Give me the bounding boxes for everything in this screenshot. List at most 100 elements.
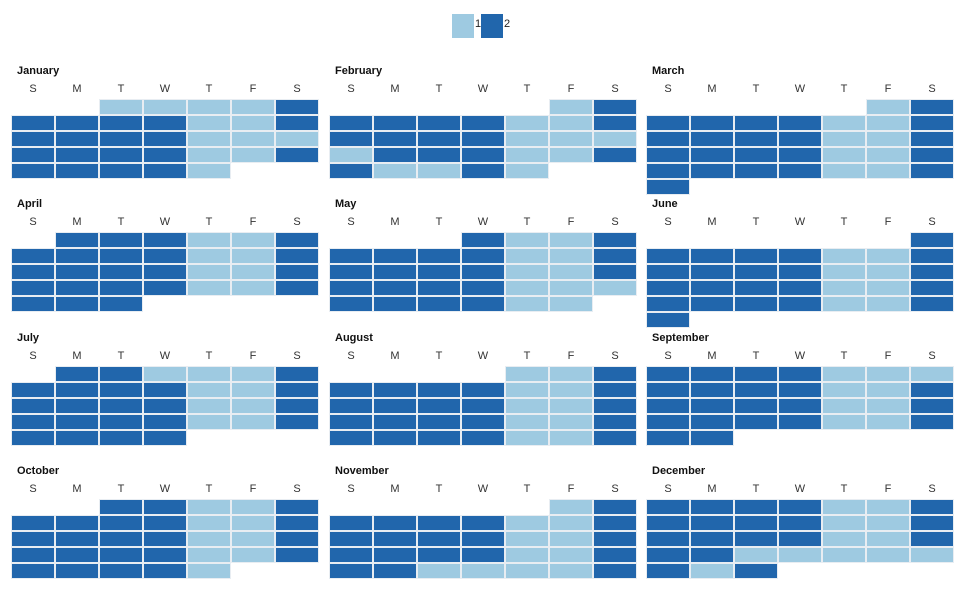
day-cell [866,163,910,179]
day-cell [275,99,319,115]
day-cell [734,563,778,579]
day-cell [866,414,910,430]
day-cell [187,147,231,163]
day-cell [187,115,231,131]
day-cell [187,398,231,414]
day-cell [866,264,910,280]
day-cell [143,531,187,547]
day-cell [505,382,549,398]
weekday-label: T [840,216,848,228]
day-cell [187,264,231,280]
day-cell [866,398,910,414]
day-cell [549,131,593,147]
day-cell [866,280,910,296]
day-cell [461,232,505,248]
weekday-label: W [159,350,171,362]
weekday-label: W [794,83,806,95]
weekday-label: S [611,483,619,495]
day-cell [505,264,549,280]
day-cell [910,414,954,430]
day-cell [505,366,549,382]
day-cell [143,232,187,248]
day-cell [231,398,275,414]
day-cell [549,280,593,296]
day-cell [505,515,549,531]
day-cell [593,531,637,547]
day-cell [690,547,734,563]
day-cell [734,163,778,179]
day-cell [549,499,593,515]
day-cell [143,414,187,430]
day-cell [11,115,55,131]
weekday-label: T [435,350,443,362]
weekday-label: T [205,483,213,495]
day-cell [690,398,734,414]
day-cell [910,366,954,382]
day-cell [593,280,637,296]
day-cell [143,398,187,414]
day-cell [910,547,954,563]
day-cell [187,232,231,248]
day-cell [505,414,549,430]
day-cell [646,499,690,515]
month-september: September S M T W T F S [646,332,954,456]
day-cell [99,430,143,446]
month-title: June [652,198,678,210]
month-february: February S M T W T F S [329,65,637,189]
day-cell [143,115,187,131]
day-cell [822,515,866,531]
day-cell [55,430,99,446]
day-cell [690,163,734,179]
day-cell [187,366,231,382]
day-cell [646,366,690,382]
day-cell [275,414,319,430]
weekday-label: M [72,350,82,362]
day-cell [187,531,231,547]
day-cell [822,147,866,163]
day-cell [417,414,461,430]
day-cell [734,398,778,414]
weekday-label: M [390,216,400,228]
day-cell [373,296,417,312]
weekday-label: T [840,483,848,495]
month-grid [11,366,319,448]
day-cell [461,563,505,579]
weekday-label: T [840,83,848,95]
day-cell [143,499,187,515]
day-cell [646,179,690,195]
day-cell [822,115,866,131]
day-cell [822,382,866,398]
day-cell [11,414,55,430]
weekday-label: W [159,83,171,95]
month-grid [329,499,637,581]
day-cell [187,99,231,115]
day-cell [778,147,822,163]
day-cell [822,248,866,264]
weekday-label: S [611,216,619,228]
day-cell [11,563,55,579]
day-cell [231,515,275,531]
weekday-label: M [707,83,717,95]
weekday-label: F [884,83,892,95]
weekday-label: S [293,216,301,228]
day-cell [461,248,505,264]
day-cell [329,414,373,430]
day-cell [778,296,822,312]
day-cell [373,131,417,147]
weekday-label: T [205,216,213,228]
weekday-label: F [249,350,257,362]
day-cell [866,147,910,163]
month-grid [329,366,637,448]
day-cell [99,264,143,280]
day-cell [549,382,593,398]
month-title: February [335,65,383,77]
day-cell [461,147,505,163]
day-cell [55,515,99,531]
weekday-label: T [117,83,125,95]
day-cell [593,499,637,515]
day-cell [734,366,778,382]
weekday-label: W [477,216,489,228]
day-cell [231,264,275,280]
weekday-label: S [928,83,936,95]
